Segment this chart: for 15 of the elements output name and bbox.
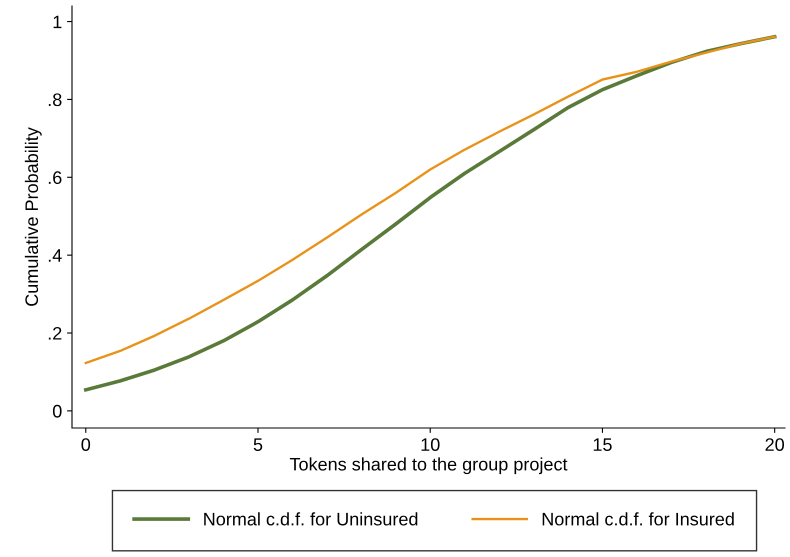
legend-label: Normal c.d.f. for Insured xyxy=(542,512,734,526)
x-axis-title: Tokens shared to the group project xyxy=(290,457,568,474)
x-tick-label: 10 xyxy=(422,438,440,451)
y-tick-label: .8 xyxy=(48,93,62,106)
x-tick-label: 15 xyxy=(594,438,612,451)
y-tick-label: 1 xyxy=(54,16,62,28)
x-tick-label: 5 xyxy=(254,438,262,451)
x-tick-label: 20 xyxy=(766,438,784,451)
y-tick-label: .2 xyxy=(48,326,62,340)
legend-label: Normal c.d.f. for Uninsured xyxy=(204,512,418,526)
y-axis-title: Cumulative Probability xyxy=(24,127,42,306)
y-tick-label: .4 xyxy=(48,249,62,262)
x-tick-label: 0 xyxy=(81,438,90,451)
y-tick-label: .6 xyxy=(48,171,62,184)
y-tick-label: 0 xyxy=(52,404,62,418)
